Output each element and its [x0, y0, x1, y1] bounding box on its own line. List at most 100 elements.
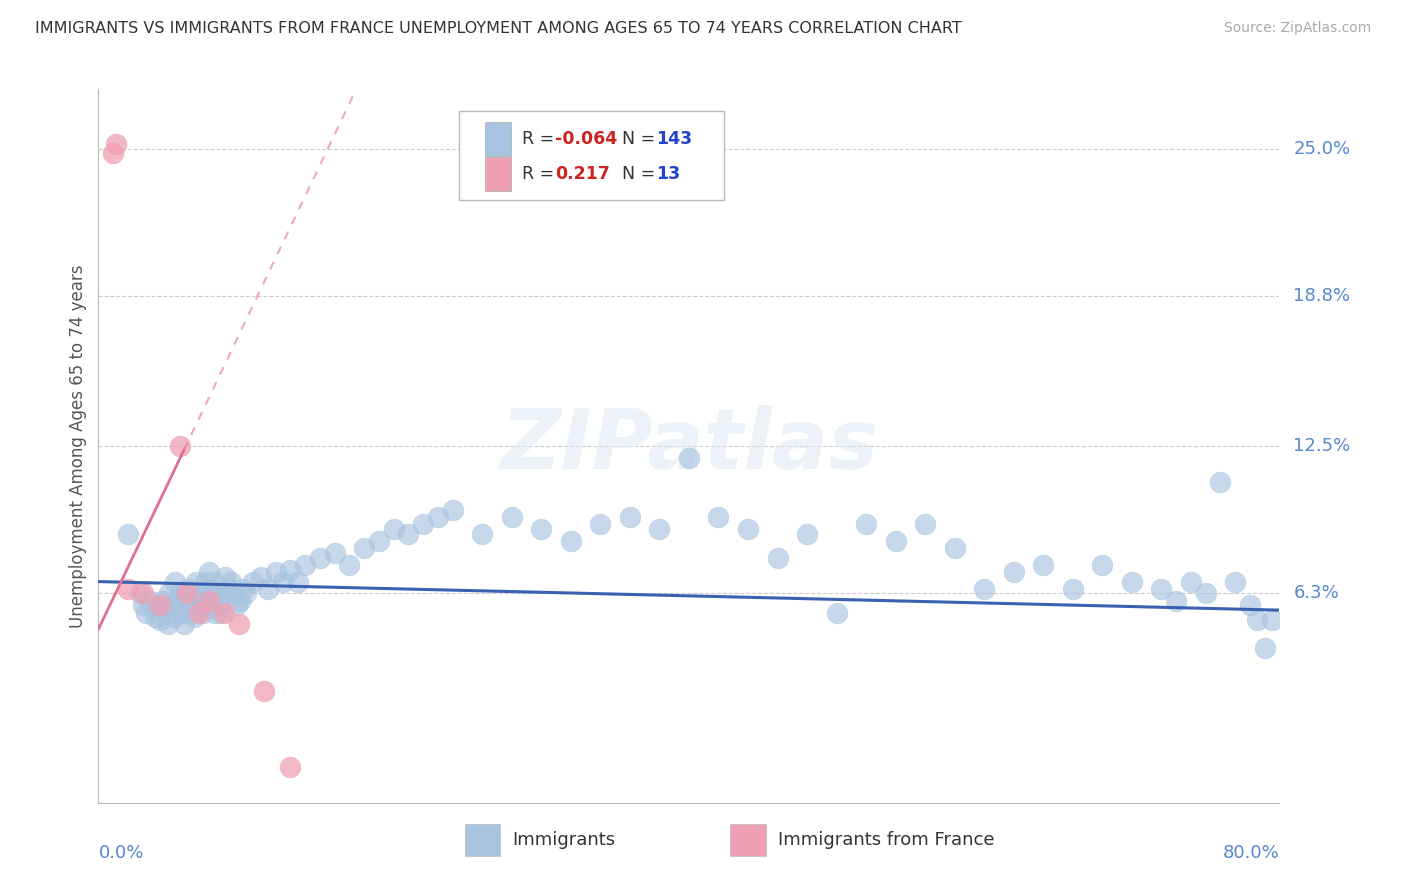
Point: [943, 541, 966, 556]
Point: [177, 593, 200, 607]
Point: [135, 606, 157, 620]
Text: 143: 143: [655, 129, 692, 148]
Point: [204, 606, 226, 620]
Point: [250, 570, 273, 584]
Point: [198, 565, 221, 579]
Point: [1121, 574, 1143, 589]
Point: [589, 517, 612, 532]
Point: [202, 574, 225, 589]
Point: [737, 522, 759, 536]
Point: [412, 517, 434, 532]
Text: 0.217: 0.217: [555, 165, 610, 183]
Point: [170, 599, 193, 613]
Point: [157, 586, 180, 600]
Point: [149, 613, 172, 627]
Point: [382, 522, 405, 536]
Point: [471, 527, 494, 541]
Point: [132, 599, 155, 613]
Point: [280, 760, 302, 774]
Point: [226, 599, 249, 613]
Text: ZIPatlas: ZIPatlas: [501, 406, 877, 486]
Point: [188, 586, 211, 600]
Point: [323, 546, 346, 560]
Point: [195, 586, 218, 600]
Text: R =: R =: [523, 165, 560, 183]
Point: [530, 522, 553, 536]
Point: [212, 586, 235, 600]
Point: [194, 574, 217, 589]
Point: [150, 593, 173, 607]
Point: [173, 617, 195, 632]
Point: [825, 606, 848, 620]
Bar: [485, 157, 510, 191]
Point: [884, 534, 907, 549]
Text: 80.0%: 80.0%: [1223, 845, 1279, 863]
Text: 6.3%: 6.3%: [1294, 584, 1339, 602]
Point: [855, 517, 877, 532]
Point: [229, 593, 252, 607]
Point: [183, 610, 205, 624]
Point: [221, 574, 243, 589]
Point: [187, 599, 209, 613]
Point: [208, 599, 231, 613]
Point: [224, 586, 246, 600]
Point: [180, 586, 202, 600]
Point: [1062, 582, 1084, 596]
Point: [914, 517, 936, 532]
FancyBboxPatch shape: [458, 111, 724, 200]
Point: [128, 586, 150, 600]
Point: [1180, 574, 1202, 589]
Point: [796, 527, 818, 541]
Point: [212, 606, 235, 620]
Point: [176, 582, 198, 596]
Point: [1209, 475, 1232, 489]
Text: 12.5%: 12.5%: [1294, 437, 1351, 455]
Point: [287, 574, 309, 589]
Point: [139, 593, 162, 607]
Point: [441, 503, 464, 517]
Point: [156, 617, 179, 632]
Point: [193, 606, 215, 620]
Point: [1150, 582, 1173, 596]
Point: [427, 510, 450, 524]
Point: [242, 574, 264, 589]
Point: [176, 586, 198, 600]
Point: [253, 684, 276, 698]
Point: [146, 600, 169, 615]
Point: [398, 527, 420, 541]
Point: [132, 586, 155, 600]
Point: [201, 593, 224, 607]
Text: Immigrants: Immigrants: [512, 831, 614, 849]
Point: [117, 527, 139, 541]
Point: [707, 510, 730, 524]
Y-axis label: Unemployment Among Ages 65 to 74 years: Unemployment Among Ages 65 to 74 years: [69, 264, 87, 628]
Point: [105, 136, 128, 151]
Text: 0.0%: 0.0%: [98, 845, 143, 863]
Point: [1261, 613, 1284, 627]
Point: [232, 582, 254, 596]
Point: [181, 599, 204, 613]
Point: [339, 558, 361, 572]
Point: [184, 574, 207, 589]
Point: [197, 599, 219, 613]
Point: [214, 570, 236, 584]
Text: N =: N =: [612, 129, 661, 148]
Point: [228, 617, 250, 632]
Point: [235, 586, 257, 600]
Bar: [485, 121, 510, 156]
Point: [153, 606, 176, 620]
Text: Immigrants from France: Immigrants from France: [778, 831, 994, 849]
Point: [117, 582, 139, 596]
Point: [165, 574, 187, 589]
Point: [191, 593, 214, 607]
Point: [280, 563, 302, 577]
Point: [103, 146, 125, 161]
Point: [186, 589, 208, 603]
Text: Source: ZipAtlas.com: Source: ZipAtlas.com: [1223, 21, 1371, 35]
Text: -0.064: -0.064: [555, 129, 617, 148]
Point: [162, 599, 183, 613]
Point: [368, 534, 391, 549]
Point: [163, 610, 186, 624]
Text: 13: 13: [655, 165, 681, 183]
Point: [143, 610, 166, 624]
